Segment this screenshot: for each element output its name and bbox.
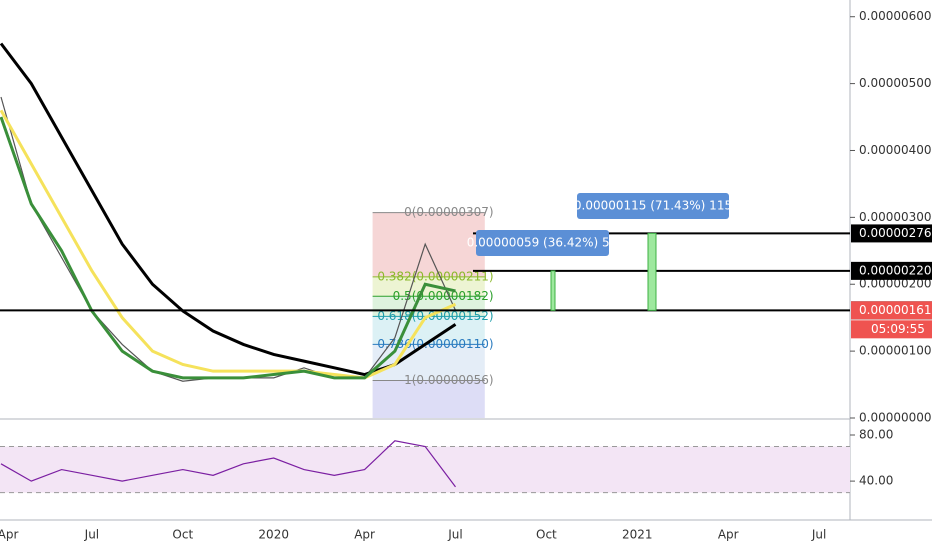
rsi-tick-label: 40.00: [859, 474, 893, 488]
x-tick-label: Apr: [0, 528, 18, 542]
series-line: [0, 42, 457, 377]
rsi-line: [0, 440, 456, 488]
fib-label: 1(0.00000056): [404, 373, 494, 387]
price-tag-label: 0.00000220: [859, 263, 932, 277]
last-price-tag: [851, 301, 932, 320]
y-tick-label: 0.00000100: [859, 344, 932, 358]
y-tick-label: 0.00000300: [859, 210, 932, 224]
x-tick-label: Apr: [354, 528, 375, 542]
y-tick-label: 0.00000400: [859, 143, 932, 157]
fib-label: 0.5(0.00000182): [393, 289, 494, 303]
measure-arrow: [550, 270, 556, 311]
fib-band: [372, 316, 485, 345]
measure-arrow: [647, 232, 657, 311]
annotation: 0.00000059 (36.42%) 59: [467, 236, 618, 250]
y-tick-label: 0.00000000: [859, 411, 932, 425]
x-tick-label: Oct: [536, 528, 557, 542]
annotation-box: [476, 230, 609, 256]
x-tick-label: 2020: [258, 528, 289, 542]
series-line: [0, 116, 456, 380]
x-tick-label: Apr: [718, 528, 739, 542]
rsi-band: [0, 446, 850, 493]
fib-band: [372, 296, 485, 317]
annotation: 0.00000115 (71.43%) 115: [574, 199, 732, 213]
x-tick-label: Jul: [811, 528, 826, 542]
last-price-label: 0.00000161: [859, 303, 932, 317]
fib-label: 0.618(0.00000152): [377, 309, 493, 323]
x-tick-label: Jul: [84, 528, 99, 542]
x-tick-label: Jul: [447, 528, 462, 542]
fib-band: [372, 276, 485, 297]
rsi-tick-label: 80.00: [859, 427, 893, 441]
countdown-tag: [851, 320, 932, 339]
fib-band: [372, 344, 485, 381]
price-tag-label: 0.00000276: [859, 226, 932, 240]
annotation-box: [577, 193, 729, 219]
fib-label: 0(0.00000307): [404, 205, 494, 219]
x-tick-label: Oct: [172, 528, 193, 542]
price-tag: [851, 224, 932, 243]
x-tick-label: 2021: [622, 528, 653, 542]
fib-label: 0.382(0.00000211): [377, 269, 493, 283]
y-tick-label: 0.00000600: [859, 9, 932, 23]
fib-band: [372, 380, 485, 418]
fib-band: [372, 212, 485, 277]
series-line: [0, 109, 457, 380]
y-tick-label: 0.00000200: [859, 277, 932, 291]
y-tick-label: 0.00000500: [859, 76, 932, 90]
price-tag: [851, 261, 932, 280]
countdown-label: 05:09:55: [871, 322, 925, 336]
